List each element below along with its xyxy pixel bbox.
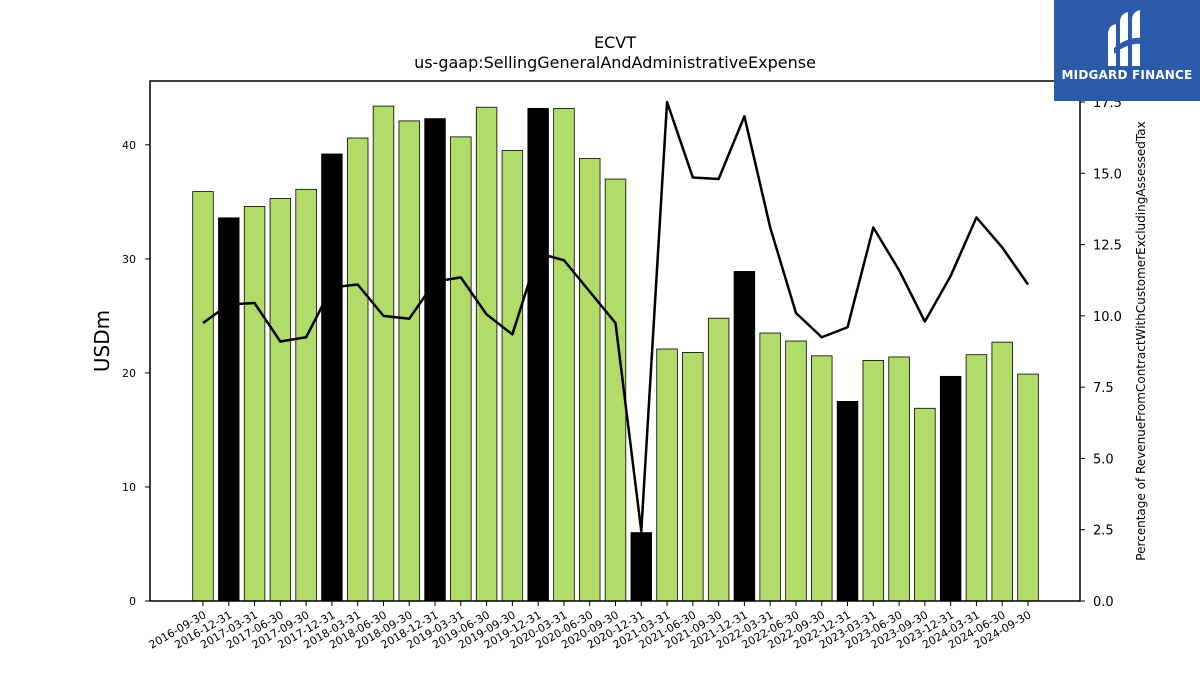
y-tick-label: 30 bbox=[122, 253, 136, 266]
bar-2024-09-30 bbox=[1017, 373, 1039, 602]
bar-2019-06-30 bbox=[475, 106, 498, 602]
y2-axis-ticks: 0.02.55.07.510.012.515.017.5 bbox=[1080, 96, 1122, 610]
y-axis-ticks: 0 10 20 30 40 bbox=[122, 139, 150, 608]
bars-group bbox=[192, 105, 1039, 602]
midgard-logo-icon bbox=[1108, 10, 1144, 66]
bar-2019-12-31 bbox=[527, 107, 549, 602]
bar-2023-03-31 bbox=[862, 359, 885, 602]
bar-2022-06-30 bbox=[785, 340, 807, 602]
bar-2019-09-30 bbox=[501, 150, 524, 602]
bar-2022-09-30 bbox=[811, 355, 833, 602]
bar-2022-03-31 bbox=[759, 332, 781, 602]
y-axis-label: USDm bbox=[90, 310, 114, 372]
y-tick-label: 40 bbox=[122, 139, 136, 152]
chart-title: ECVT bbox=[594, 33, 636, 52]
chart-subtitle: us-gaap:SellingGeneralAndAdministrativeE… bbox=[414, 53, 816, 72]
bar-2017-12-31 bbox=[321, 153, 343, 602]
y2-axis-label: Percentage of RevenueFromContractWithCus… bbox=[1134, 121, 1148, 560]
bar-2019-03-31 bbox=[450, 136, 472, 602]
bar-2020-12-31 bbox=[630, 532, 652, 602]
ratio-line bbox=[202, 100, 1030, 533]
bar-2021-06-30 bbox=[682, 351, 704, 602]
y2-tick-label: 15.0 bbox=[1093, 167, 1122, 182]
bar-2018-09-30 bbox=[398, 120, 420, 602]
bar-2020-06-30 bbox=[579, 158, 601, 602]
y-tick-label: 20 bbox=[122, 367, 136, 380]
x-axis-ticks: 2016-09-302016-12-312017-03-312017-06-30… bbox=[147, 601, 1034, 652]
bar-2023-09-30 bbox=[914, 407, 936, 602]
bar-2024-03-31 bbox=[965, 354, 988, 602]
bar-2017-06-30 bbox=[269, 198, 292, 602]
bar-2021-03-31 bbox=[656, 348, 678, 602]
bar-2017-03-31 bbox=[243, 206, 266, 602]
bar-2017-09-30 bbox=[295, 188, 317, 602]
bar-2021-12-31 bbox=[733, 271, 756, 602]
y-tick-label: 10 bbox=[122, 481, 136, 494]
y2-tick-label: 0.0 bbox=[1093, 595, 1114, 610]
bar-2018-03-31 bbox=[346, 137, 369, 602]
bar-2023-12-31 bbox=[939, 375, 962, 602]
y2-tick-label: 5.0 bbox=[1093, 452, 1114, 467]
bar-2016-09-30 bbox=[192, 191, 214, 602]
bar-2023-06-30 bbox=[888, 356, 910, 602]
y2-tick-label: 7.5 bbox=[1093, 381, 1114, 396]
brand-logo: MIDGARD FINANCE bbox=[1054, 0, 1200, 101]
bar-2018-12-31 bbox=[424, 118, 446, 602]
bar-2016-12-31 bbox=[218, 217, 240, 602]
bar-2020-03-31 bbox=[553, 107, 575, 602]
bar-2024-06-30 bbox=[991, 341, 1013, 602]
y-tick-label: 0 bbox=[129, 595, 136, 608]
y2-tick-label: 2.5 bbox=[1093, 524, 1114, 539]
bar-2022-12-31 bbox=[836, 401, 859, 602]
bar-2018-06-30 bbox=[372, 105, 395, 602]
y2-tick-label: 12.5 bbox=[1093, 239, 1122, 254]
bar-2021-09-30 bbox=[707, 317, 730, 602]
brand-name: MIDGARD FINANCE bbox=[1061, 68, 1193, 82]
y2-tick-label: 10.0 bbox=[1093, 310, 1122, 325]
